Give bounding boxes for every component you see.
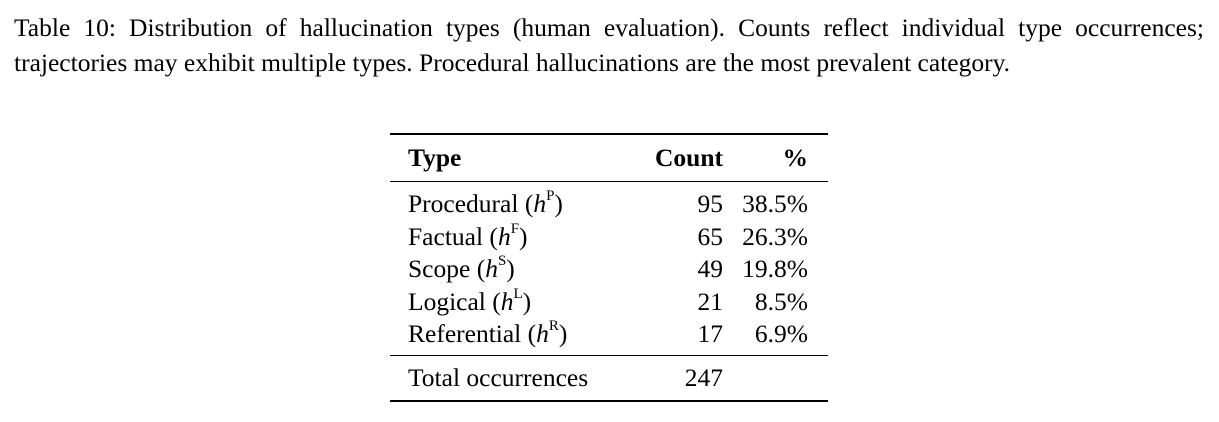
percent-cell: 38.5% (742, 189, 808, 218)
count-cell: 21 (697, 286, 724, 316)
count-cell: 17 (697, 319, 724, 348)
table-row: Factual (hF) 65 26.3% (390, 221, 828, 254)
count-cell: 49 (697, 254, 724, 283)
table-row: Procedural (hP) 95 38.5% (390, 182, 828, 221)
table-row: Logical (hL) 21 8.5% (390, 286, 828, 319)
table-container: Type Count % Procedural (hP) 95 38.5% Fa… (390, 133, 828, 402)
table-row: Referential (hR) 17 6.9% (390, 318, 828, 355)
type-cell: Referential (hR) (408, 318, 568, 349)
percent-cell: 26.3% (742, 221, 808, 251)
count-cell: 95 (697, 189, 724, 218)
type-cell: Factual (hF) (408, 220, 528, 251)
hallucination-types-table: Type Count % Procedural (hP) 95 38.5% Fa… (390, 133, 828, 402)
total-percent (723, 355, 828, 401)
total-label: Total occurrences (408, 362, 589, 392)
header-percent: % (782, 143, 809, 172)
percent-cell: 6.9% (754, 319, 808, 348)
header-type: Type (408, 143, 462, 172)
type-cell: Logical (hL) (408, 285, 532, 316)
percent-cell: 19.8% (742, 254, 808, 283)
total-row: Total occurrences 247 (390, 355, 828, 401)
type-cell: Scope (hS) (408, 253, 515, 284)
header-count: Count (654, 143, 723, 172)
percent-cell: 8.5% (754, 286, 808, 316)
count-cell: 65 (697, 221, 724, 251)
total-count: 247 (684, 362, 723, 392)
table-row: Scope (hS) 49 19.8% (390, 253, 828, 286)
header-row: Type Count % (390, 134, 828, 182)
type-cell: Procedural (hP) (408, 188, 563, 219)
table-caption: Table 10: Distribution of hallucination … (14, 13, 1204, 77)
